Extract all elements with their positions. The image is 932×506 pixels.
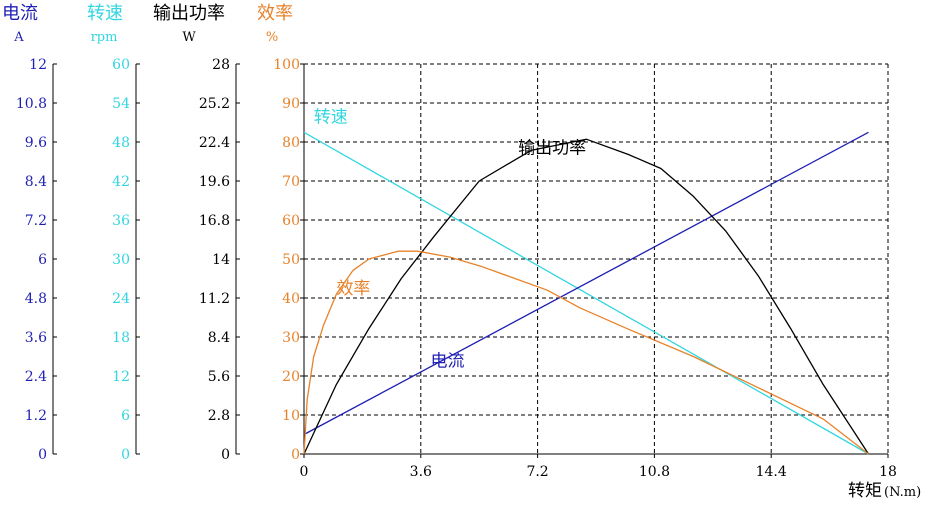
speed-tick-label: 24 (112, 291, 130, 307)
x-tick-label: 10.8 (639, 464, 670, 480)
speed-tick-label: 6 (121, 408, 130, 424)
speed-tick-label: 42 (112, 174, 130, 190)
current-tick-label: 7.2 (25, 213, 47, 229)
x-tick-label: 14.4 (756, 464, 787, 480)
efficiency-axis-title: 效率 (257, 3, 293, 24)
speed-tick-label: 12 (112, 369, 130, 385)
power-tick-label: 25.2 (199, 96, 230, 112)
x-tick-label: 3.6 (410, 464, 432, 480)
series (303, 131, 870, 455)
efficiency-axis-unit: % (266, 30, 278, 45)
power-tick-label: 8.4 (208, 330, 230, 346)
speed-tick-label: 0 (121, 447, 130, 463)
x-axis-unit: (N.m) (884, 485, 921, 500)
power-tick-label: 14 (212, 252, 230, 268)
current-tick-label: 12 (29, 57, 47, 73)
power-tick-label: 28 (212, 57, 230, 73)
current-axis-unit: A (13, 30, 24, 45)
power-tick-label: 0 (221, 447, 230, 463)
efficiency-tick-label: 20 (282, 369, 300, 385)
power-tick-label: 19.6 (199, 174, 230, 190)
series-line-efficiency (303, 250, 869, 455)
speed-tick-label: 36 (112, 213, 130, 229)
speed-tick-label: 54 (112, 96, 130, 112)
series-annotation: 转速 (314, 108, 348, 128)
speed-axis-title: 转速 (87, 3, 123, 24)
speed-tick-label: 48 (112, 135, 130, 151)
power-tick-label: 22.4 (199, 135, 230, 151)
efficiency-tick-label: 100 (273, 57, 300, 73)
speed-tick-label: 30 (112, 252, 130, 268)
efficiency-tick-label: 10 (282, 408, 300, 424)
power-axis-unit: W (182, 30, 196, 45)
x-axis-label: 转矩 (848, 481, 882, 501)
efficiency-tick-label: 80 (282, 135, 300, 151)
current-tick-label: 10.8 (16, 96, 47, 112)
current-tick-label: 9.6 (25, 135, 47, 151)
series-annotation: 效率 (336, 279, 370, 299)
current-tick-label: 2.4 (25, 369, 47, 385)
efficiency-tick-label: 0 (291, 447, 300, 463)
efficiency-tick-label: 30 (282, 330, 300, 346)
current-tick-label: 3.6 (25, 330, 47, 346)
series-line-speed (303, 131, 869, 455)
series-annotation: 电流 (431, 351, 465, 371)
series-line-power (303, 138, 870, 455)
grid (304, 63, 889, 454)
series-line-current (303, 131, 869, 436)
power-tick-label: 5.6 (208, 369, 230, 385)
x-tick-label: 7.2 (526, 464, 548, 480)
power-tick-label: 2.8 (208, 408, 230, 424)
x-tick-label: 0 (300, 464, 309, 480)
series-annotation: 输出功率 (518, 139, 586, 159)
efficiency-tick-label: 50 (282, 252, 300, 268)
speed-axis-unit: rpm (91, 30, 118, 45)
current-tick-label: 6 (38, 252, 47, 268)
efficiency-tick-label: 90 (282, 96, 300, 112)
efficiency-tick-label: 70 (282, 174, 300, 190)
current-tick-label: 0 (38, 447, 47, 463)
current-tick-label: 4.8 (25, 291, 47, 307)
current-tick-label: 1.2 (25, 408, 47, 424)
current-tick-label: 8.4 (25, 174, 47, 190)
speed-tick-label: 18 (112, 330, 130, 346)
power-tick-label: 11.2 (199, 291, 230, 307)
speed-tick-label: 60 (112, 57, 130, 73)
x-tick-label: 18 (879, 464, 897, 480)
efficiency-tick-label: 40 (282, 291, 300, 307)
power-tick-label: 16.8 (199, 213, 230, 229)
current-axis-title: 电流 (2, 3, 38, 24)
power-axis-title: 输出功率 (153, 3, 225, 24)
efficiency-tick-label: 60 (282, 213, 300, 229)
